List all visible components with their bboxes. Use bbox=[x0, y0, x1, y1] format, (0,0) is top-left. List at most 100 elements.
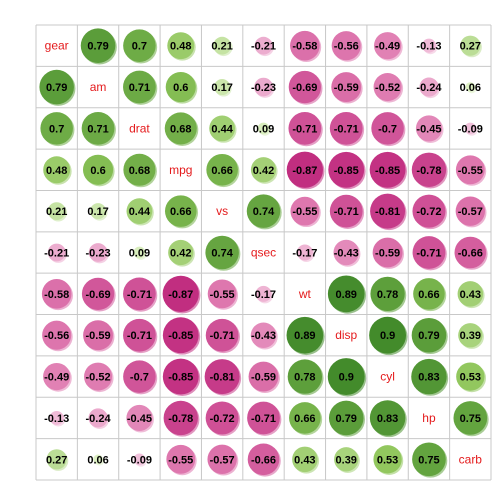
variable-label-qsec: qsec bbox=[251, 246, 276, 260]
variable-label-mpg: mpg bbox=[169, 163, 192, 177]
correlation-value-cyl-hp: 0.83 bbox=[418, 372, 439, 384]
correlation-circle-mpg-vs bbox=[206, 153, 238, 186]
correlation-value-cyl-gear: -0.49 bbox=[44, 372, 69, 384]
correlation-value-qsec-am: -0.23 bbox=[86, 248, 111, 260]
correlation-circle-mpg-carb bbox=[455, 155, 485, 185]
correlation-circle-gear-hp bbox=[421, 38, 436, 53]
correlation-circle-hp-wt bbox=[289, 402, 321, 434]
correlation-circle-disp-carb bbox=[458, 323, 483, 348]
correlation-value-gear-carb: 0.27 bbox=[460, 41, 481, 53]
correlation-circle-wt-hp bbox=[413, 278, 445, 310]
correlation-value-hp-vs: -0.72 bbox=[210, 413, 235, 425]
correlation-value-hp-disp: 0.79 bbox=[336, 413, 357, 425]
correlation-circle-gear-mpg bbox=[167, 32, 195, 60]
correlation-circle-disp-mpg bbox=[162, 317, 199, 354]
correlation-circle-am-vs bbox=[214, 79, 231, 96]
correlation-value-vs-qsec: 0.74 bbox=[253, 206, 275, 218]
correlation-circle-vs-carb bbox=[455, 196, 485, 226]
correlation-circle-cyl-hp bbox=[411, 358, 447, 395]
correlation-circle-am-cyl bbox=[373, 73, 402, 102]
correlation-circle-hp-disp bbox=[328, 400, 364, 436]
correlation-circle-disp-gear bbox=[42, 320, 72, 350]
correlation-circle-vs-disp bbox=[329, 194, 363, 228]
correlation-circle-cyl-gear bbox=[43, 362, 71, 391]
correlation-value-drat-hp: -0.45 bbox=[416, 123, 441, 135]
correlation-circle-vs-mpg bbox=[164, 195, 197, 227]
correlation-circle-carb-am bbox=[93, 454, 103, 465]
correlation-circle-qsec-hp bbox=[412, 236, 446, 269]
correlation-value-am-qsec: -0.23 bbox=[251, 82, 276, 94]
correlation-circle-disp-drat bbox=[123, 318, 156, 352]
correlation-circle-vs-hp bbox=[412, 194, 446, 228]
variable-label-carb: carb bbox=[459, 452, 483, 466]
variable-label-vs: vs bbox=[216, 204, 228, 218]
correlation-value-hp-am: -0.24 bbox=[86, 413, 112, 425]
correlation-value-wt-drat: -0.71 bbox=[127, 289, 152, 301]
correlation-value-am-cyl: -0.52 bbox=[375, 82, 400, 94]
correlation-circle-carb-mpg bbox=[166, 444, 196, 474]
correlation-circle-carb-hp bbox=[412, 442, 446, 477]
correlation-value-carb-drat: -0.09 bbox=[127, 454, 152, 466]
correlation-value-gear-vs: 0.21 bbox=[211, 41, 232, 53]
correlation-circle-wt-disp bbox=[327, 275, 365, 313]
correlation-circle-mpg-gear bbox=[43, 156, 71, 184]
correlation-value-drat-am: 0.71 bbox=[87, 123, 108, 135]
correlation-circle-vs-am bbox=[90, 203, 107, 220]
correlation-value-qsec-hp: -0.71 bbox=[416, 248, 441, 260]
correlation-circle-wt-mpg bbox=[162, 275, 199, 312]
correlation-value-wt-qsec: -0.17 bbox=[251, 289, 276, 301]
correlation-value-vs-gear: 0.21 bbox=[46, 206, 67, 218]
correlation-circle-carb-drat bbox=[133, 453, 146, 466]
correlation-value-gear-disp: -0.56 bbox=[334, 41, 359, 53]
correlation-circle-wt-qsec bbox=[255, 285, 272, 302]
correlation-circle-qsec-vs bbox=[205, 235, 239, 270]
correlation-value-qsec-gear: -0.21 bbox=[44, 248, 69, 260]
correlation-value-wt-carb: 0.43 bbox=[460, 289, 481, 301]
correlation-value-am-hp: -0.24 bbox=[416, 82, 442, 94]
correlation-value-wt-hp: 0.66 bbox=[418, 289, 439, 301]
correlation-value-gear-mpg: 0.48 bbox=[170, 41, 191, 53]
correlation-value-cyl-am: -0.52 bbox=[86, 372, 111, 384]
correlation-value-vs-wt: -0.55 bbox=[292, 206, 317, 218]
variable-label-hp: hp bbox=[422, 411, 436, 425]
correlation-value-hp-drat: -0.45 bbox=[127, 413, 152, 425]
correlation-circle-qsec-wt bbox=[296, 244, 313, 261]
correlation-circle-gear-cyl bbox=[373, 32, 402, 60]
correlation-circle-gear-wt bbox=[290, 30, 320, 61]
correlation-value-mpg-vs: 0.66 bbox=[211, 165, 232, 177]
correlation-value-carb-wt: 0.43 bbox=[294, 454, 315, 466]
correlation-circle-vs-gear bbox=[47, 202, 66, 221]
correlation-circle-drat-wt bbox=[288, 112, 322, 145]
correlation-circle-vs-cyl bbox=[370, 193, 406, 229]
correlation-circle-hp-carb bbox=[453, 401, 488, 435]
correlation-circle-qsec-am bbox=[88, 243, 108, 262]
correlation-value-cyl-drat: -0.7 bbox=[130, 372, 149, 384]
correlation-circle-disp-am bbox=[83, 320, 113, 351]
correlation-value-carb-gear: 0.27 bbox=[46, 454, 67, 466]
correlation-value-vs-cyl: -0.81 bbox=[375, 206, 400, 218]
correlation-value-disp-drat: -0.71 bbox=[127, 330, 152, 342]
correlation-value-disp-cyl: 0.9 bbox=[380, 330, 395, 342]
correlation-value-carb-qsec: -0.66 bbox=[251, 454, 276, 466]
correlation-circle-qsec-cyl bbox=[372, 237, 403, 268]
correlation-value-hp-wt: 0.66 bbox=[294, 413, 315, 425]
correlation-circle-vs-drat bbox=[126, 198, 153, 225]
correlation-circle-gear-disp bbox=[331, 31, 361, 61]
correlation-value-mpg-carb: -0.55 bbox=[458, 165, 483, 177]
correlation-value-disp-gear: -0.56 bbox=[44, 330, 69, 342]
correlation-circle-hp-cyl bbox=[369, 400, 406, 436]
correlation-value-wt-mpg: -0.87 bbox=[168, 289, 193, 301]
correlation-value-mpg-am: 0.6 bbox=[90, 165, 105, 177]
correlation-value-cyl-wt: 0.78 bbox=[294, 372, 315, 384]
correlation-value-drat-vs: 0.44 bbox=[211, 123, 233, 135]
correlation-value-qsec-drat: 0.09 bbox=[129, 248, 150, 260]
correlation-value-cyl-mpg: -0.85 bbox=[168, 372, 193, 384]
correlation-circle-vs-qsec bbox=[246, 194, 281, 228]
correlation-value-disp-wt: 0.89 bbox=[294, 330, 315, 342]
correlation-value-am-vs: 0.17 bbox=[211, 82, 232, 94]
correlation-value-am-disp: -0.59 bbox=[334, 82, 359, 94]
correlation-value-wt-am: -0.69 bbox=[86, 289, 111, 301]
correlation-circle-carb-qsec bbox=[247, 443, 280, 476]
correlation-value-drat-carb: -0.09 bbox=[458, 123, 483, 135]
correlation-circle-gear-vs bbox=[213, 36, 232, 55]
